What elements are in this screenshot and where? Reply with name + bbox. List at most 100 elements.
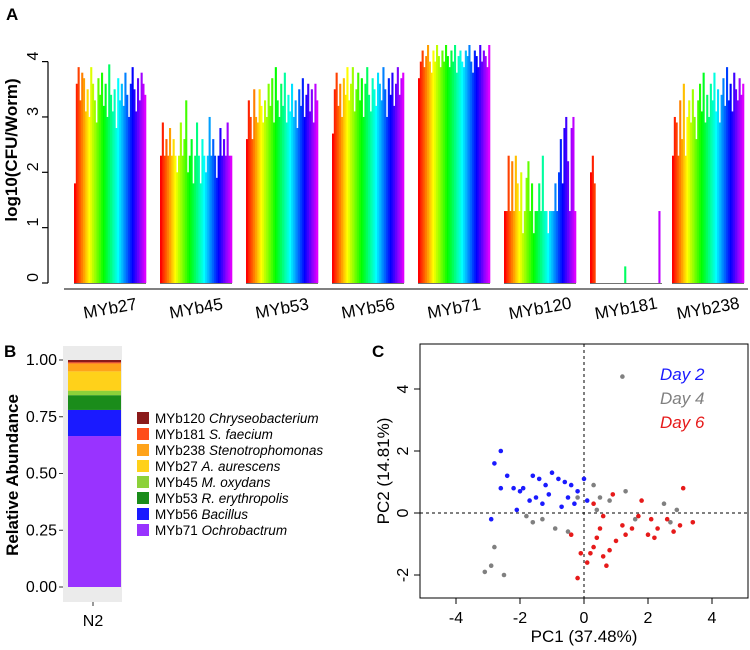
- bar: [398, 94, 401, 283]
- bar: [366, 67, 369, 284]
- bar: [561, 183, 564, 283]
- bar: [382, 67, 385, 284]
- bar: [729, 83, 732, 283]
- bar: [97, 78, 100, 283]
- bar: [715, 111, 718, 283]
- bar: [377, 72, 380, 284]
- stack-segment-myb120: [68, 360, 121, 363]
- bar: [86, 89, 89, 283]
- bar: [305, 94, 308, 283]
- bar: [260, 105, 263, 283]
- bar: [681, 139, 684, 283]
- series-day-6: [568, 485, 696, 581]
- bar: [258, 89, 261, 283]
- bar: [197, 155, 200, 283]
- scatter-point: [575, 489, 580, 494]
- bar: [475, 56, 478, 284]
- bar: [473, 50, 476, 284]
- panel-a-ylabel: log10(CFU/Worm): [2, 78, 21, 221]
- bar: [514, 155, 517, 283]
- bar: [188, 155, 191, 283]
- stack-segment-myb45: [68, 390, 121, 396]
- scatter-point: [591, 482, 596, 488]
- scatter-point: [568, 532, 574, 537]
- bar: [448, 67, 451, 284]
- panel-b-y-tick-label: 1.00: [26, 352, 57, 369]
- bar: [350, 83, 353, 283]
- series-day-4: [482, 374, 680, 578]
- bar: [470, 61, 473, 284]
- bar: [570, 128, 573, 283]
- bar: [690, 122, 693, 283]
- scatter-point: [575, 495, 580, 500]
- bar: [101, 72, 104, 284]
- bar: [693, 116, 696, 283]
- legend-swatch-myb238: [137, 444, 149, 456]
- bar: [348, 100, 351, 283]
- scatter-point: [597, 495, 603, 500]
- panel-a-y-tick-label: 1: [25, 218, 42, 227]
- bar: [736, 100, 739, 283]
- bar: [179, 122, 182, 283]
- scatter-point: [652, 535, 657, 541]
- bar: [536, 211, 539, 283]
- scatter-point: [488, 563, 494, 568]
- bar: [466, 56, 469, 284]
- bar: [280, 83, 283, 283]
- stack-segment-myb56: [68, 409, 121, 437]
- panel-b-y-tick-label: 0.75: [26, 409, 57, 426]
- bar: [144, 94, 147, 283]
- scatter-point: [629, 526, 635, 531]
- bar: [199, 183, 202, 283]
- bar: [172, 139, 175, 283]
- bar: [427, 45, 430, 283]
- bar: [559, 139, 562, 283]
- bar: [516, 183, 519, 283]
- bar: [722, 78, 725, 283]
- panel-b-stacked-bar: [68, 360, 121, 587]
- bar: [463, 67, 466, 284]
- bar: [481, 61, 484, 284]
- bar: [337, 105, 340, 283]
- category-label: MYb71: [426, 294, 482, 322]
- bar: [713, 72, 716, 284]
- bar: [81, 72, 84, 284]
- bar: [255, 116, 258, 283]
- bar: [677, 155, 680, 283]
- bar: [658, 211, 661, 283]
- bar: [454, 45, 457, 283]
- bar: [488, 45, 491, 283]
- bar: [378, 83, 381, 283]
- scatter-point: [607, 547, 612, 553]
- scatter-point: [661, 501, 667, 507]
- scatter-point: [524, 513, 529, 519]
- scatter-point: [488, 516, 494, 522]
- bar: [572, 116, 575, 283]
- scatter-point: [620, 374, 625, 379]
- bar: [421, 50, 424, 284]
- bar: [208, 116, 211, 283]
- bar: [113, 89, 116, 283]
- bar: [534, 211, 537, 283]
- panel-b-y-tick-label: 0.50: [26, 466, 57, 483]
- bar: [276, 100, 279, 283]
- panel-b-ylabel: Relative Abundance: [3, 394, 22, 556]
- scatter-point: [613, 538, 619, 544]
- bar: [267, 83, 270, 283]
- bar: [450, 50, 453, 284]
- bar: [507, 155, 510, 283]
- bar: [131, 67, 134, 284]
- bar: [246, 139, 249, 283]
- bar: [228, 155, 231, 283]
- bar: [170, 155, 173, 283]
- panel-a-category-labels: MYb27 MYb45 MYb53 MYb56 MYb71 MYb120 MYb181 MYb…: [64, 288, 748, 323]
- bar: [183, 139, 186, 283]
- legend-swatch-myb27: [137, 460, 149, 472]
- bar: [102, 105, 105, 283]
- panel-c-x-tick-label: 2: [644, 610, 653, 627]
- bar: [523, 211, 526, 283]
- bar: [479, 45, 482, 283]
- bar-group-myb71: [418, 45, 491, 284]
- category-label: MYb56: [340, 294, 396, 322]
